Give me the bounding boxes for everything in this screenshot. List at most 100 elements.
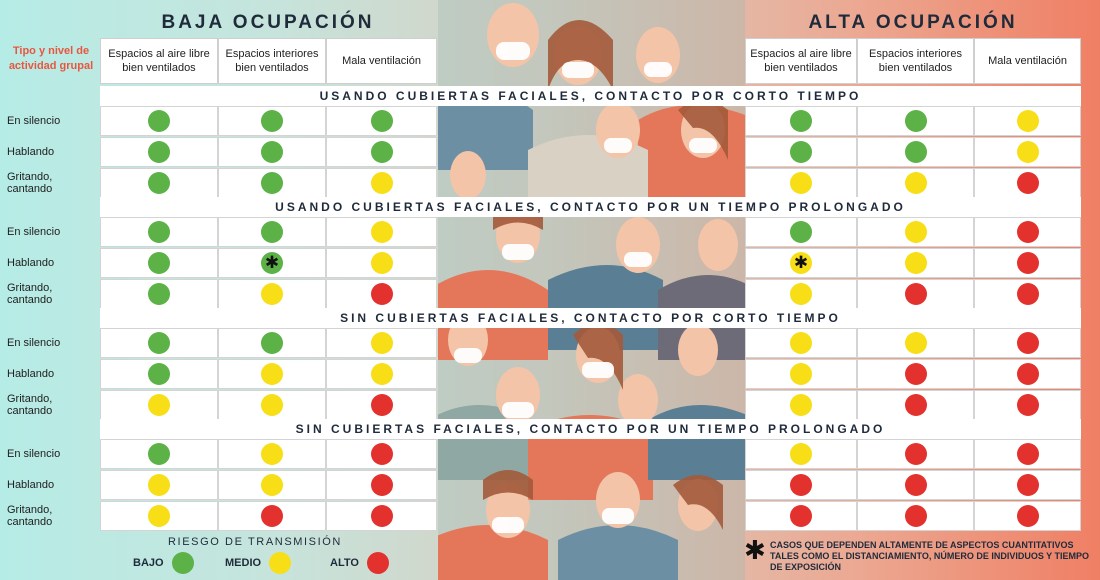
risk-alto-dot <box>1016 443 1039 465</box>
row-label: Gritando, cantando <box>7 393 53 417</box>
risk-bajo-dot <box>904 141 927 163</box>
high-risk-cell <box>974 217 1081 247</box>
legend-title: RIESGO DE TRANSMISIÓN <box>168 536 342 548</box>
section-title: USANDO CUBIERTAS FACIALES, CONTACTO POR … <box>100 197 1081 217</box>
high-risk-cell <box>974 390 1081 420</box>
risk-medio-dot <box>790 363 812 385</box>
low-risk-cell <box>218 279 326 309</box>
high-risk-cell <box>857 390 974 420</box>
low-risk-cell <box>218 470 326 500</box>
risk-bajo-dot <box>148 363 170 385</box>
risk-bajo-dot <box>790 141 812 163</box>
risk-medio-dot <box>370 172 393 194</box>
low-risk-cell: ✱ <box>218 248 326 278</box>
low-risk-cell <box>218 106 326 136</box>
risk-alto-dot <box>904 505 927 527</box>
low-risk-cell <box>100 137 218 167</box>
low-risk-cell <box>218 137 326 167</box>
risk-medio-dot <box>790 172 812 194</box>
high-column-header: Espacios interiores bien ventilados <box>857 38 974 84</box>
risk-alto-dot <box>1016 363 1039 385</box>
risk-medio-dot <box>261 394 283 416</box>
legend-item-alto: ALTO <box>330 552 389 574</box>
risk-medio-dot <box>148 474 170 496</box>
risk-alto-dot <box>1016 283 1039 305</box>
risk-bajo-dot <box>261 141 283 163</box>
high-risk-cell <box>857 279 974 309</box>
low-risk-cell <box>218 217 326 247</box>
legend-item-bajo: BAJO <box>133 552 194 574</box>
legend-label: BAJO <box>133 557 164 569</box>
row-label: Gritando, cantando <box>7 171 53 195</box>
risk-bajo-dot <box>904 110 927 132</box>
footnote-text: CASOS QUE DEPENDEN ALTAMENTE DE ASPECTOS… <box>770 540 1090 572</box>
risk-alto-dot <box>1016 505 1039 527</box>
row-label: Gritando, cantando <box>7 282 53 306</box>
risk-bajo-dot <box>790 110 812 132</box>
high-risk-cell <box>745 501 857 531</box>
high-column-header: Espacios al aire libre bien ventilados <box>745 38 857 84</box>
risk-medio-dot <box>261 443 283 465</box>
high-risk-cell <box>857 328 974 358</box>
low-risk-cell <box>326 470 437 500</box>
asterisk-icon: ✱ <box>793 253 809 273</box>
low-risk-cell <box>100 279 218 309</box>
legend-bajo-dot <box>171 552 194 574</box>
low-risk-cell <box>100 168 218 198</box>
high-risk-cell <box>857 439 974 469</box>
low-risk-cell <box>100 501 218 531</box>
risk-medio-dot <box>790 443 812 465</box>
high-risk-cell <box>745 279 857 309</box>
high-risk-cell <box>974 168 1081 198</box>
risk-medio-dot <box>790 332 812 354</box>
low-risk-cell <box>100 328 218 358</box>
low-risk-cell <box>100 439 218 469</box>
risk-medio-dot: ✱ <box>790 252 812 274</box>
high-risk-cell <box>857 217 974 247</box>
low-risk-cell <box>100 106 218 136</box>
low-occupancy-heading: BAJA OCUPACIÓN <box>161 12 375 33</box>
row-label: Hablando <box>7 479 55 491</box>
high-risk-cell <box>745 328 857 358</box>
legend-label: ALTO <box>330 557 359 569</box>
risk-bajo-dot <box>148 110 170 132</box>
legend-item-medio: MEDIO <box>225 552 292 574</box>
low-risk-cell <box>326 168 437 198</box>
risk-medio-dot <box>148 505 170 527</box>
risk-alto-dot <box>370 443 393 465</box>
high-risk-cell <box>857 248 974 278</box>
risk-bajo-dot <box>261 332 283 354</box>
high-risk-cell <box>857 501 974 531</box>
high-risk-cell <box>745 168 857 198</box>
high-risk-cell <box>745 106 857 136</box>
high-risk-cell <box>974 106 1081 136</box>
risk-bajo-dot <box>370 110 393 132</box>
risk-alto-dot <box>1016 221 1039 243</box>
risk-alto-dot <box>1016 394 1039 416</box>
high-risk-cell <box>745 217 857 247</box>
high-risk-cell <box>974 137 1081 167</box>
risk-alto-dot <box>904 474 927 496</box>
risk-bajo-dot: ✱ <box>261 252 283 274</box>
risk-bajo-dot <box>370 141 393 163</box>
high-risk-cell <box>857 168 974 198</box>
risk-alto-dot <box>370 394 393 416</box>
risk-medio-dot <box>790 283 812 305</box>
section-title: SIN CUBIERTAS FACIALES, CONTACTO POR UN … <box>100 419 1081 439</box>
low-risk-cell <box>100 248 218 278</box>
row-label: Hablando <box>7 146 55 158</box>
low-risk-cell <box>326 328 437 358</box>
risk-medio-dot <box>261 363 283 385</box>
high-risk-cell <box>974 501 1081 531</box>
high-risk-cell <box>974 279 1081 309</box>
risk-medio-dot <box>370 221 393 243</box>
risk-bajo-dot <box>261 172 283 194</box>
row-label: En silencio <box>7 448 61 460</box>
row-label: En silencio <box>7 226 61 238</box>
low-risk-cell <box>218 328 326 358</box>
risk-bajo-dot <box>148 141 170 163</box>
low-risk-cell <box>100 217 218 247</box>
risk-medio-dot <box>904 332 927 354</box>
high-risk-cell <box>745 390 857 420</box>
